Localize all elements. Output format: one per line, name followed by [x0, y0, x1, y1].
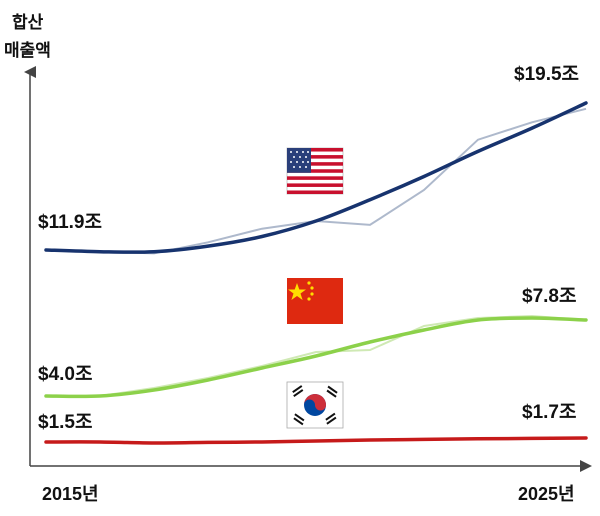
- cn-trend-line: [44, 316, 588, 399]
- us-trend-line: [44, 101, 588, 254]
- korea-end-label: $1.7조: [522, 402, 576, 423]
- x-end-label: 2025년: [518, 484, 575, 504]
- y-axis-title-line2: 매출액: [4, 41, 51, 60]
- x-start-label: 2015년: [42, 484, 99, 504]
- china-flag-icon: [287, 278, 343, 324]
- kr-trend-line: [44, 436, 588, 445]
- series-layer: [44, 101, 588, 445]
- y-axis-title-line1: 합산: [12, 12, 44, 32]
- us-start-label: $11.9조: [38, 212, 102, 233]
- korea-start-label: $1.5조: [38, 412, 92, 433]
- us-flag-icon: [286, 147, 344, 195]
- china-start-label: $4.0조: [38, 364, 92, 385]
- china-end-label: $7.8조: [522, 286, 576, 307]
- korea-flag-icon: [286, 381, 344, 429]
- us-end-label: $19.5조: [514, 64, 579, 85]
